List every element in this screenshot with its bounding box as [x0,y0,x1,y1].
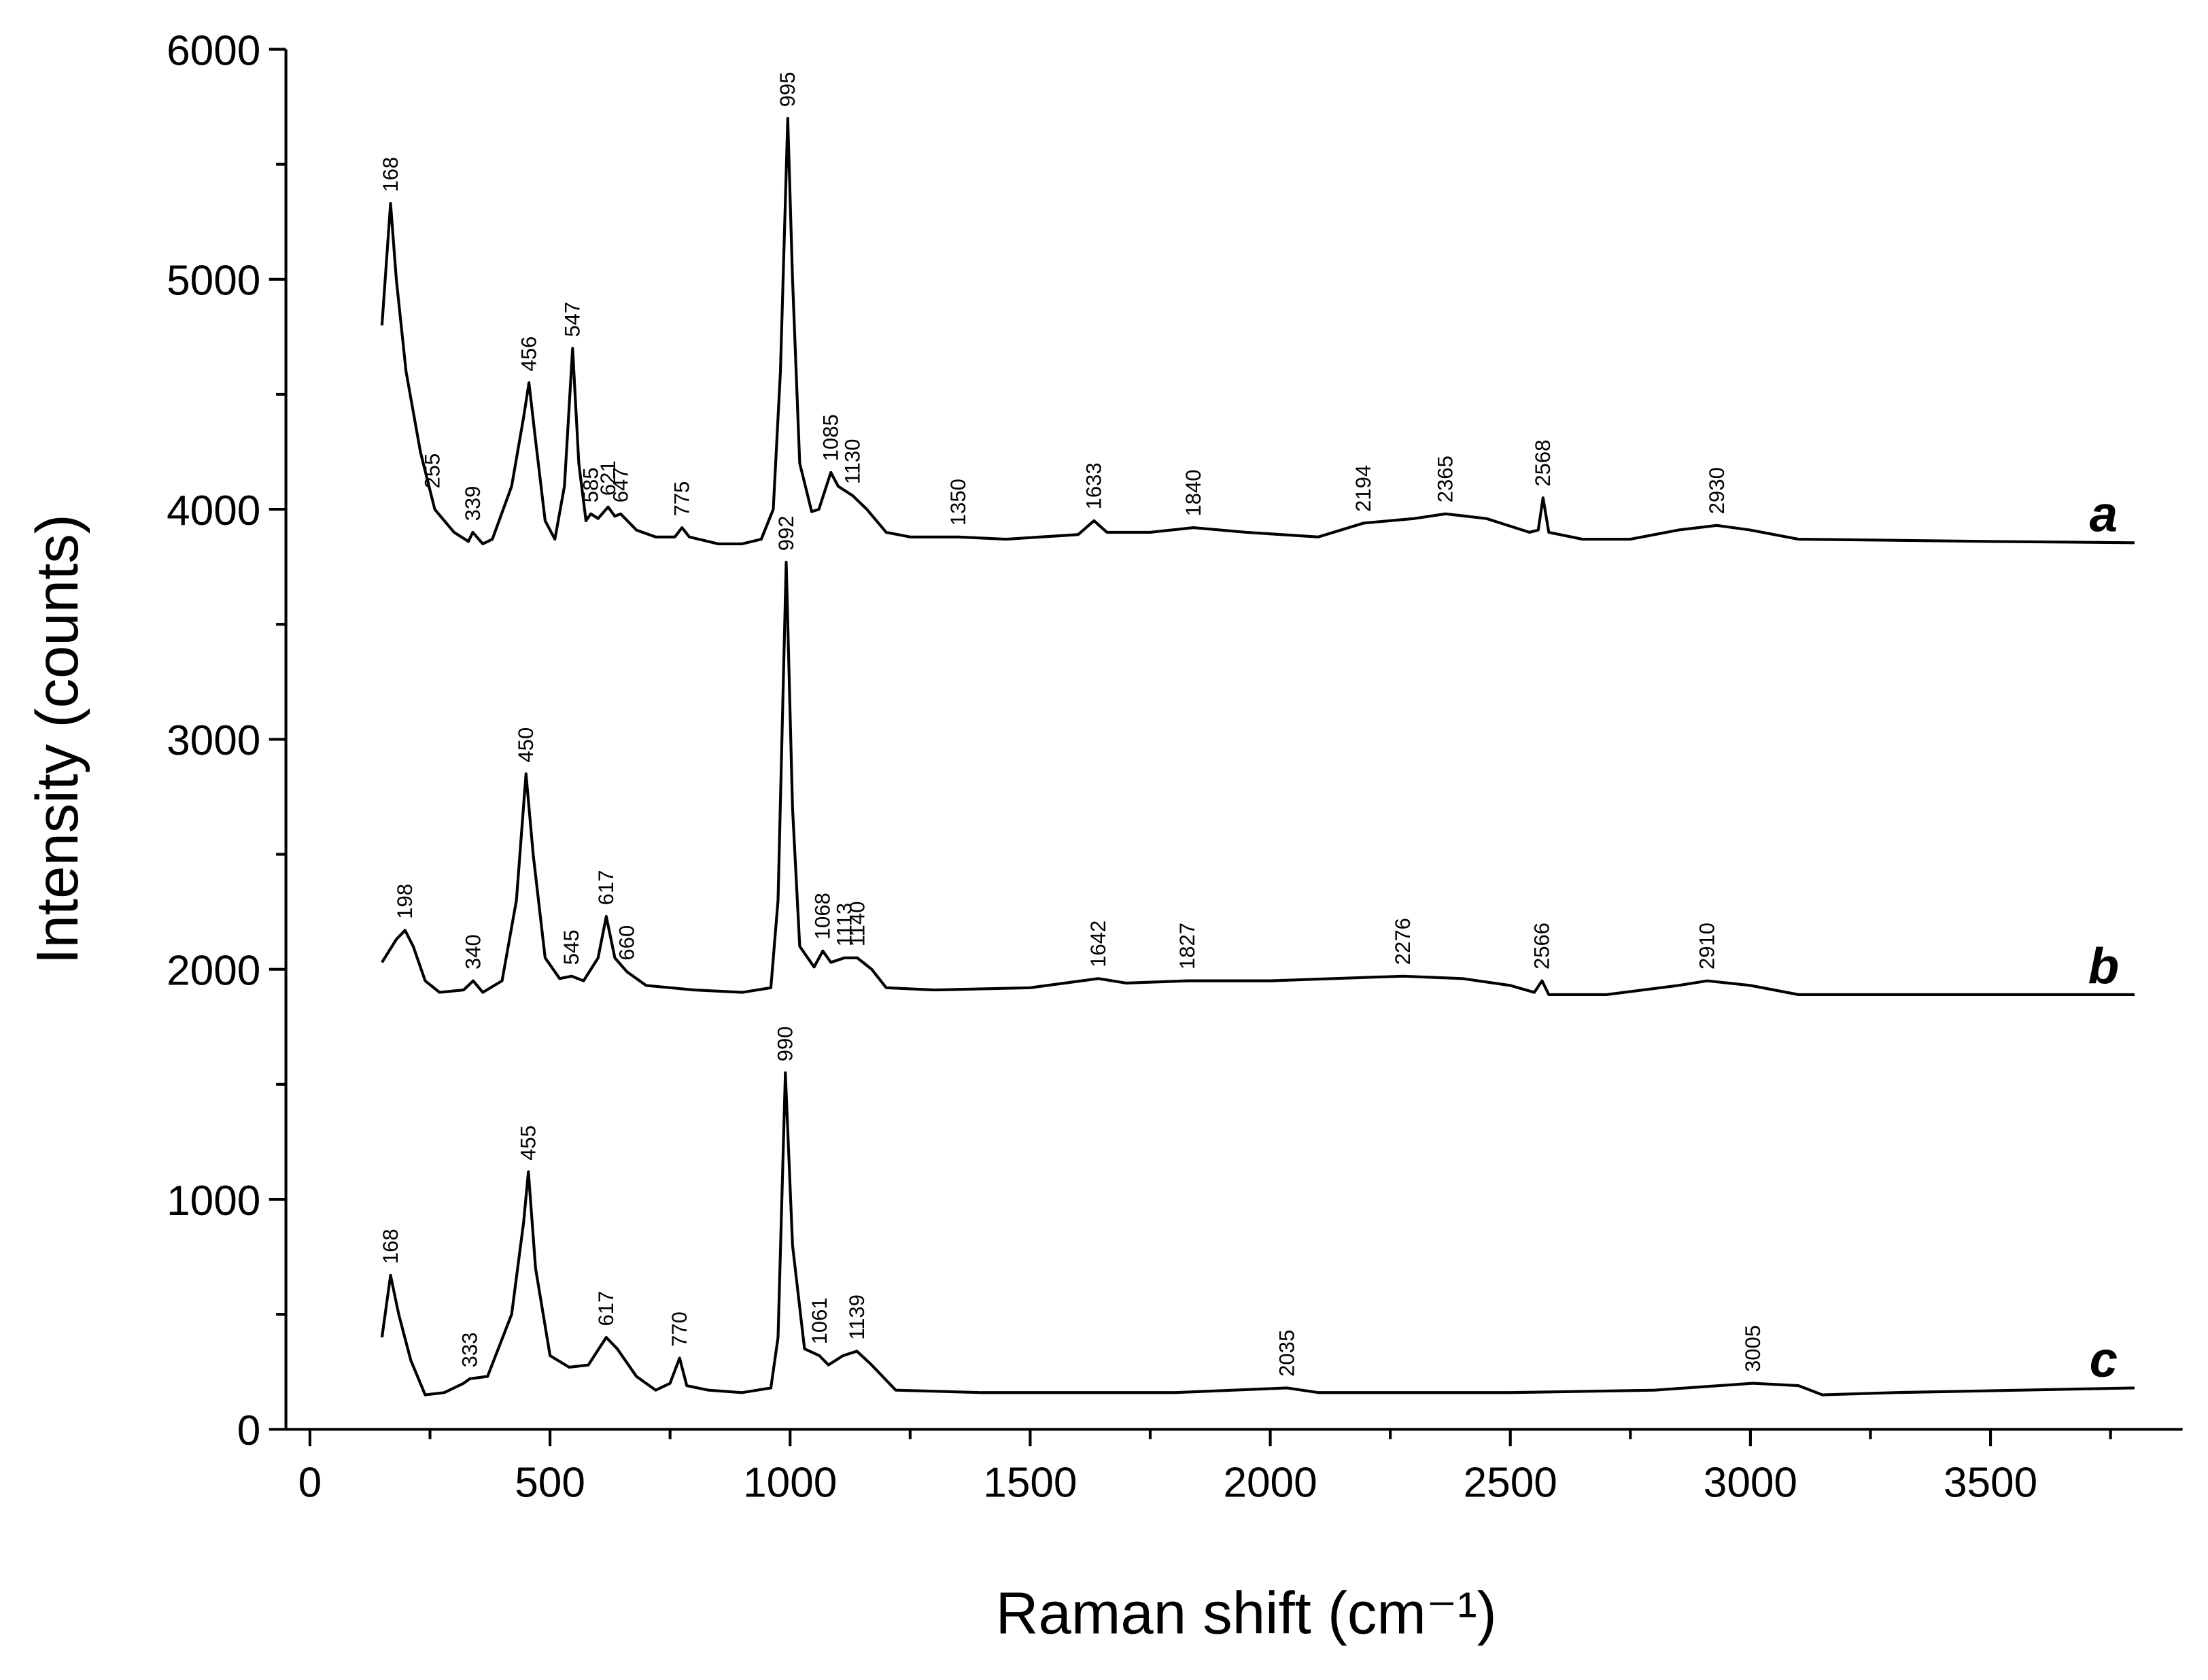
y-tick-label: 2000 [167,947,260,994]
spectrum-line [380,116,2135,545]
peak-label: 990 [774,1026,797,1061]
peak-label: 168 [379,157,402,192]
peak-label: 617 [594,1291,618,1326]
x-tick-label: 1500 [983,1460,1077,1507]
x-tick-label: 3000 [1704,1460,1797,1507]
y-tick-label: 0 [237,1407,261,1454]
x-tick-label: 500 [515,1460,585,1507]
peak-label: 2035 [1275,1330,1299,1377]
peak-label: 2910 [1695,923,1719,970]
peak-label: 168 [379,1229,402,1264]
x-tick-label: 2000 [1223,1460,1317,1507]
series-name: c [2090,1331,2118,1388]
peak-label: 1085 [819,414,843,461]
peak-label: 545 [559,929,583,965]
y-tick-label: 5000 [167,258,260,305]
peak-label: 1113 [832,903,856,946]
x-tick-label: 0 [298,1460,322,1507]
peak-label: 1633 [1082,462,1106,509]
y-axis-title: Intensity (counts) [24,514,90,964]
x-tick-label: 2500 [1464,1460,1557,1507]
x-tick-label: 3500 [1944,1460,2037,1507]
peak-label: 1827 [1175,923,1199,970]
peak-label: 455 [517,1125,540,1161]
peak-label: 2365 [1434,456,1457,502]
series-name: b [2088,938,2120,994]
peak-label: 3005 [1741,1325,1765,1372]
x-axis-title: Raman shift (cm⁻¹) [996,1581,1497,1647]
x-tick-label: 1000 [743,1460,837,1507]
peak-label: 1350 [946,479,970,526]
peak-label: 2566 [1530,923,1554,970]
peak-label: 340 [461,934,485,970]
series-name: a [2090,486,2118,543]
peak-label: 1840 [1181,469,1205,516]
peak-label: 647 [608,467,632,502]
peak-label: 585 [579,467,602,502]
y-tick-label: 3000 [167,717,260,764]
peak-label: 2930 [1705,467,1729,514]
peak-label: 333 [458,1333,481,1368]
peak-label: 1061 [808,1297,831,1344]
peak-label: 992 [774,515,798,551]
peak-label: 198 [393,884,417,919]
peak-label: 2568 [1531,440,1555,487]
peak-label: 1642 [1086,921,1110,967]
peak-label: 2194 [1351,465,1375,512]
y-tick-label: 1000 [167,1178,260,1224]
peak-label: 1139 [845,1295,869,1340]
spectrum-line [380,1071,2135,1396]
peak-label: 660 [615,925,638,961]
peak-label: 547 [561,302,585,337]
peak-label: 1140 [845,902,869,947]
peak-label: 995 [776,72,799,107]
peak-label: 775 [670,481,694,517]
peak-label: 339 [461,486,485,521]
peak-label: 456 [517,337,540,372]
peak-label: 2276 [1391,918,1415,965]
peak-label: 621 [596,460,620,496]
y-tick-label: 6000 [167,27,260,74]
peak-label: 770 [668,1312,691,1347]
peak-label: 617 [594,870,618,906]
peak-label: 255 [420,453,444,489]
peak-label: 1130 [840,439,864,485]
spectrum-line [381,560,2135,996]
y-tick-label: 4000 [167,487,260,534]
peak-label: 1068 [811,893,835,940]
peak-label: 450 [514,727,538,763]
